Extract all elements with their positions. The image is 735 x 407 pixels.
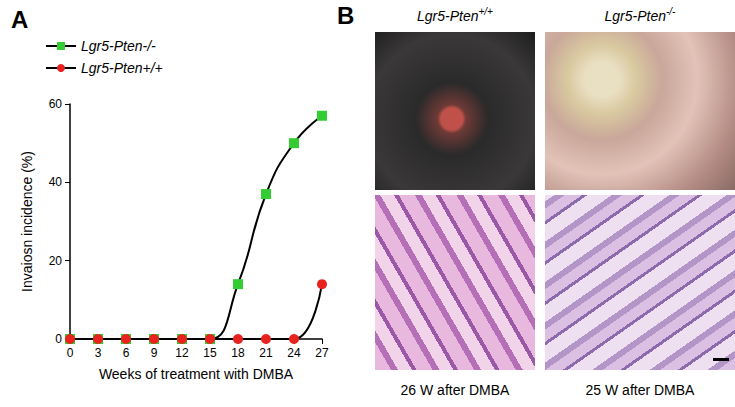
svg-text:27: 27 — [315, 346, 329, 360]
svg-text:40: 40 — [49, 175, 63, 189]
svg-text:12: 12 — [175, 346, 189, 360]
svg-text:Invaiosn incidence (%): Invaiosn incidence (%) — [19, 151, 35, 292]
svg-text:60: 60 — [49, 97, 63, 111]
svg-text:9: 9 — [151, 346, 158, 360]
svg-text:A: A — [11, 6, 28, 33]
html-text:Lgr5-Pten+/+: Lgr5-Pten+/+ — [417, 6, 493, 24]
svg-text:0: 0 — [67, 346, 74, 360]
svg-text:18: 18 — [231, 346, 245, 360]
html-text:25 W after DMBA: 25 W after DMBA — [585, 382, 695, 398]
svg-text:21: 21 — [259, 346, 273, 360]
svg-text:15: 15 — [203, 346, 217, 360]
svg-text:20: 20 — [49, 254, 63, 268]
svg-text:Weeks of treatment with DMBA: Weeks of treatment with DMBA — [99, 366, 294, 382]
svg-text:6: 6 — [123, 346, 130, 360]
html-text:26 W after DMBA: 26 W after DMBA — [400, 382, 510, 398]
svg-text:Lgr5-Pten+/+: Lgr5-Pten+/+ — [81, 60, 163, 76]
svg-text:3: 3 — [95, 346, 102, 360]
html-text:Lgr5-Pten-/-: Lgr5-Pten-/- — [604, 6, 676, 24]
svg-text:24: 24 — [287, 346, 301, 360]
svg-text:Lgr5-Pten-/-: Lgr5-Pten-/- — [81, 38, 156, 54]
html-text:B: B — [337, 2, 355, 29]
svg-text:0: 0 — [55, 332, 62, 346]
